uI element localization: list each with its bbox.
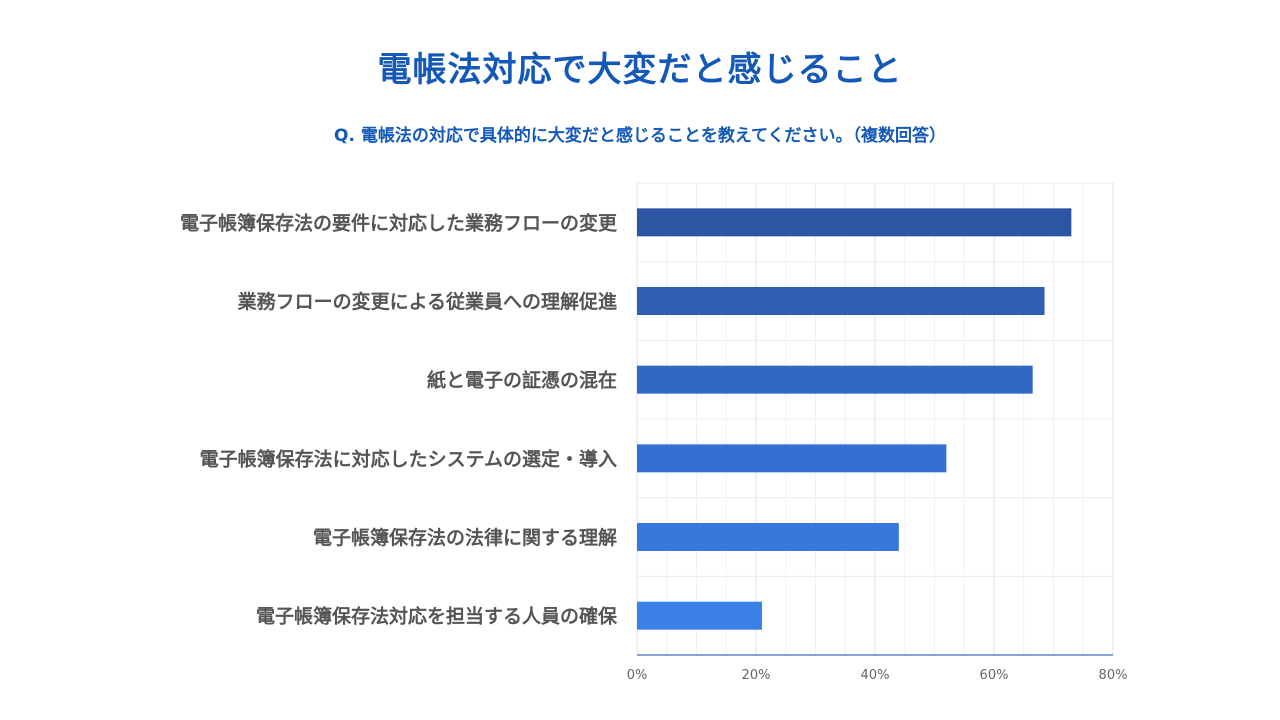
- category-label: 業務フローの変更による従業員への理解促進: [237, 290, 617, 313]
- bar: [637, 601, 762, 630]
- bar: [637, 523, 899, 551]
- x-tick-label: 80%: [1099, 668, 1128, 683]
- bar: [637, 287, 1045, 315]
- x-tick-label: 20%: [742, 668, 771, 683]
- category-labels: 電子帳簿保存法の要件に対応した業務フローの変更業務フローの変更による従業員への理…: [180, 211, 618, 627]
- category-label: 電子帳簿保存法対応を担当する人員の確保: [256, 605, 618, 628]
- category-label: 電子帳簿保存法に対応したシステムの選定・導入: [200, 447, 617, 470]
- bar: [637, 444, 947, 473]
- category-label: 電子帳簿保存法の要件に対応した業務フローの変更: [180, 211, 618, 234]
- category-label: 電子帳簿保存法の法律に関する理解: [313, 526, 617, 549]
- bar: [637, 208, 1072, 237]
- category-label: 紙と電子の証憑の混在: [427, 369, 617, 392]
- x-tick-label: 60%: [980, 668, 1009, 683]
- page-subtitle: Q. 電帳法の対応で具体的に大変だと感じることを教えてください。（複数回答）: [334, 126, 946, 146]
- page-title: 電帳法対応で大変だと感じること: [377, 50, 903, 90]
- x-tick-label: 40%: [861, 668, 890, 683]
- x-tick-labels: 0% 20% 40% 60% 80%: [627, 668, 1128, 683]
- chart-bars: [637, 208, 1072, 630]
- x-tick-label: 0%: [627, 668, 648, 683]
- bar: [637, 365, 1033, 394]
- chart-grid: [636, 182, 1114, 656]
